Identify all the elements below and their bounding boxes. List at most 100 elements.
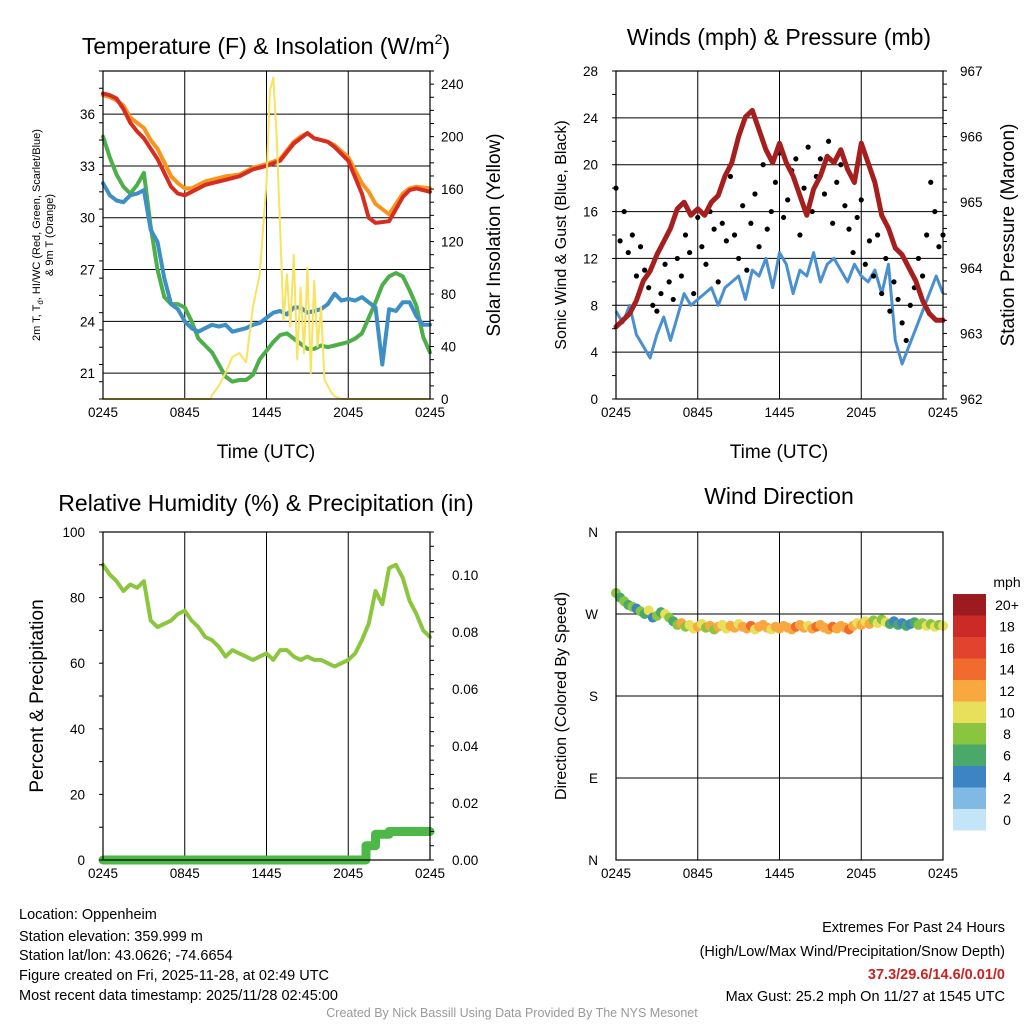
insolation-y-axis-label: Solar Insolation (Yellow) — [484, 133, 505, 336]
insolation-y-tick-label: 240 — [441, 77, 464, 92]
gust-point — [711, 226, 717, 232]
gust-point — [936, 244, 942, 250]
series-line-precipitation — [98, 827, 435, 865]
rh-chart-title: Relative Humidity (%) & Precipitation (i… — [58, 490, 473, 516]
wind-y-tick-label: 24 — [583, 111, 599, 126]
direction-chart-title: Wind Direction — [704, 483, 854, 509]
temp-y-tick-label: 33 — [80, 159, 95, 174]
legend-label: 8 — [1003, 726, 1011, 742]
wind-y-tick-label: 8 — [590, 298, 598, 313]
legend-label: 18 — [999, 619, 1015, 635]
wind-x-tick-label: 0245 — [928, 405, 958, 420]
pressure-y-tick-label: 967 — [960, 64, 983, 79]
direction-x-tick-label: 1445 — [764, 866, 794, 881]
wind-y-axis-label: Sonic Wind & Gust (Blue, Black) — [553, 120, 570, 349]
legend-label: 6 — [1003, 748, 1011, 764]
gust-point — [842, 203, 848, 209]
direction-x-tick-label: 2045 — [846, 866, 876, 881]
wind-y-tick-label: 20 — [583, 158, 598, 173]
temp-y-label-b: , HI/WC (Red, Green, Scarlet/Blue) — [31, 129, 43, 300]
gust-point — [907, 302, 913, 308]
gust-point — [756, 244, 762, 250]
direction-x-tick-label: 0245 — [601, 866, 631, 881]
meteogram-figure: Temperature (F) & Insolation (W/m2)21242… — [27, 24, 1021, 881]
gust-point — [625, 249, 631, 256]
legend-swatch — [953, 680, 986, 702]
rh-x-tick-label: 0845 — [170, 866, 200, 881]
wind-y-tick-label: 16 — [583, 205, 598, 220]
direction-y-tick-label: W — [585, 607, 598, 622]
temp-y-tick-label: 30 — [80, 211, 95, 226]
legend-swatch — [953, 615, 986, 637]
insolation-y-tick-label: 160 — [441, 182, 464, 197]
gust-point — [817, 156, 823, 162]
gust-point — [809, 208, 815, 215]
gust-point — [699, 244, 705, 250]
gust-point — [723, 238, 729, 244]
precip-y-tick-label: 0.02 — [452, 796, 478, 811]
wind-chart-title: Winds (mph) & Pressure (mb) — [627, 24, 931, 50]
series-line-hi-wc — [101, 181, 432, 367]
gust-point — [637, 244, 644, 250]
direction-y-axis-label: Direction (Colored By Speed) — [553, 592, 570, 800]
wind-y-tick-label: 28 — [583, 64, 598, 79]
gust-point — [674, 255, 680, 262]
temp-y-label-sub: d — [36, 300, 45, 304]
temp-x-tick-label: 2045 — [333, 405, 363, 420]
legend-label: 20+ — [995, 597, 1019, 613]
insolation-y-tick-label: 80 — [441, 287, 456, 302]
gust-point — [793, 156, 799, 162]
temp-chart-title: Temperature (F) & Insolation (W/m2) — [82, 31, 450, 59]
temp-y-axis-label-2: & 9m T (Orange) — [44, 194, 56, 276]
legend-swatch — [953, 658, 986, 680]
legend-title: mph — [993, 574, 1020, 590]
gust-point — [621, 208, 627, 215]
gust-point — [932, 208, 938, 215]
insolation-y-tick-label: 200 — [441, 130, 464, 145]
legend-label: 10 — [999, 705, 1015, 721]
wind-x-tick-label: 0245 — [601, 405, 631, 420]
series-line-solar-insolation — [102, 76, 431, 400]
gust-point — [862, 261, 868, 267]
gust-point — [633, 273, 640, 279]
gust-point — [646, 285, 652, 291]
plot-frame — [102, 70, 431, 400]
gust-point — [650, 302, 656, 308]
gust-point — [928, 179, 934, 185]
extremes-legend: (High/Low/Max Wind/Precipitation/Snow De… — [699, 944, 1005, 960]
temp-y-tick-label: 27 — [80, 263, 95, 278]
wind-x-tick-label: 0845 — [683, 405, 713, 420]
rh-y-tick-label: 20 — [70, 787, 85, 802]
gust-point — [715, 279, 721, 285]
gust-point — [703, 261, 709, 267]
temp-x-tick-label: 1445 — [251, 405, 281, 420]
gust-point — [686, 249, 693, 256]
gust-point — [654, 308, 660, 314]
pressure-y-axis-label: Station Pressure (Maroon) — [998, 124, 1019, 347]
temp-y-label-a: 2m T, T — [31, 304, 43, 341]
gust-point — [617, 238, 623, 244]
gust-point — [801, 185, 807, 191]
credit-line: Created By Nick Bassill Using Data Provi… — [326, 1006, 698, 1020]
temp-y-tick-label: 36 — [80, 107, 95, 122]
gust-point — [731, 232, 738, 238]
wind-x-axis-label: Time (UTC) — [730, 442, 829, 463]
gust-point — [678, 273, 685, 279]
rh-x-tick-label: 2045 — [333, 866, 363, 881]
gust-point — [870, 273, 877, 279]
footer-created: Figure created on Fri, 2025-11-28, at 02… — [19, 968, 330, 984]
gust-point — [629, 232, 635, 238]
gust-point — [768, 208, 774, 215]
gust-point — [891, 279, 897, 285]
wind-x-tick-label: 1445 — [764, 405, 794, 420]
gust-point — [850, 249, 856, 256]
gust-point — [642, 267, 648, 273]
legend-label: 4 — [1003, 769, 1011, 785]
pressure-y-tick-label: 963 — [960, 326, 983, 341]
gust-point — [866, 238, 873, 244]
gust-point — [797, 232, 803, 238]
wind-y-tick-label: 4 — [590, 345, 598, 360]
temp-x-tick-label: 0245 — [415, 405, 445, 420]
gust-point — [887, 308, 893, 314]
direction-x-tick-label: 0845 — [683, 866, 713, 881]
